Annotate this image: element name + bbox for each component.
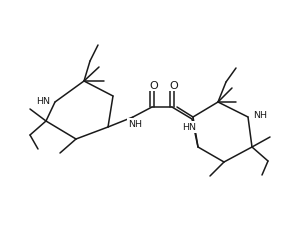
Text: O: O [150,81,158,91]
Text: HN: HN [36,97,50,106]
Text: HN: HN [182,123,196,132]
Text: NH: NH [128,120,142,129]
Text: NH: NH [253,111,267,120]
Text: O: O [170,81,178,91]
